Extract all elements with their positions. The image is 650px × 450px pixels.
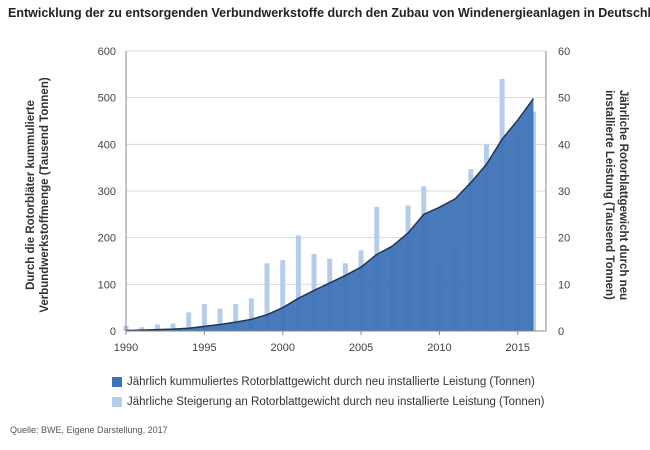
bar: [154, 324, 160, 331]
legend: Jährlich kummuliertes Rotorblattgewicht …: [112, 372, 544, 412]
y-left-tick-label: 0: [110, 326, 116, 338]
y-right-tick-label: 40: [558, 139, 570, 151]
y-axis-left-label: Durch die Rotorbläter kummulierte Verbun…: [14, 60, 62, 330]
area-line: [125, 98, 535, 332]
x-tick-label: 2005: [349, 342, 373, 354]
bar: [139, 327, 145, 331]
x-tick-label: 2000: [270, 342, 294, 354]
bar: [295, 235, 301, 331]
area-series: [125, 98, 535, 332]
y-left-tick-label: 400: [98, 139, 116, 151]
legend-label-area: Jährlich kummuliertes Rotorblattgewicht …: [127, 376, 535, 388]
source-note: Quelle: BWE, Eigene Darstellung, 2017: [10, 425, 168, 435]
bar: [264, 263, 270, 331]
y-axis-right-label: Jährliche Rotorblattgewicht durch neu in…: [592, 60, 640, 330]
y-right-tick-label: 30: [558, 186, 570, 198]
y-left-tick-label: 100: [98, 279, 116, 291]
legend-swatch-area: [112, 377, 122, 387]
bar: [217, 308, 223, 331]
bar: [280, 260, 286, 331]
y-left-tick-label: 300: [98, 186, 116, 198]
chart-title: Entwicklung der zu entsorgenden Verbundw…: [8, 6, 650, 20]
legend-swatch-bars: [112, 397, 122, 407]
y-left-tick-label: 200: [98, 233, 116, 245]
bar: [233, 303, 239, 331]
axes: [125, 51, 547, 335]
legend-label-bars: Jährliche Steigerung an Rotorblattgewich…: [127, 396, 545, 408]
y-right-tick-label: 20: [558, 233, 570, 245]
y-right-tick-label: 50: [558, 93, 570, 105]
chart-canvas: 0 100 200 300 400 500 600 0 10 20 30 40 50 60 1990 1995…: [98, 46, 571, 354]
bar: [248, 298, 254, 331]
tick-labels: 0 100 200 300 400 500 600 0 10 20 30 40 50 60 1990 1995…: [98, 46, 571, 354]
x-tick-label: 1990: [114, 342, 138, 354]
y-right-tick-label: 60: [558, 46, 570, 58]
legend-item-bars: Jährliche Steigerung an Rotorblattgewich…: [112, 392, 544, 412]
y-left-tick-label: 600: [98, 46, 116, 58]
bar: [201, 303, 207, 331]
y-right-tick-label: 0: [558, 326, 564, 338]
x-tick-label: 2010: [427, 342, 451, 354]
legend-item-area: Jährlich kummuliertes Rotorblattgewicht …: [112, 372, 544, 392]
y-axis-left-label-text: Durch die Rotorbläter kummulierte Verbun…: [25, 77, 51, 313]
y-right-tick-label: 10: [558, 279, 570, 291]
x-tick-label: 2015: [506, 342, 530, 354]
bar: [186, 312, 192, 331]
area-fill: [126, 98, 534, 331]
y-left-tick-label: 500: [98, 93, 116, 105]
bar: [170, 323, 176, 331]
y-axis-right-label-text: Jährliche Rotorblattgewicht durch neu in…: [603, 89, 629, 301]
x-tick-label: 1995: [192, 342, 216, 354]
